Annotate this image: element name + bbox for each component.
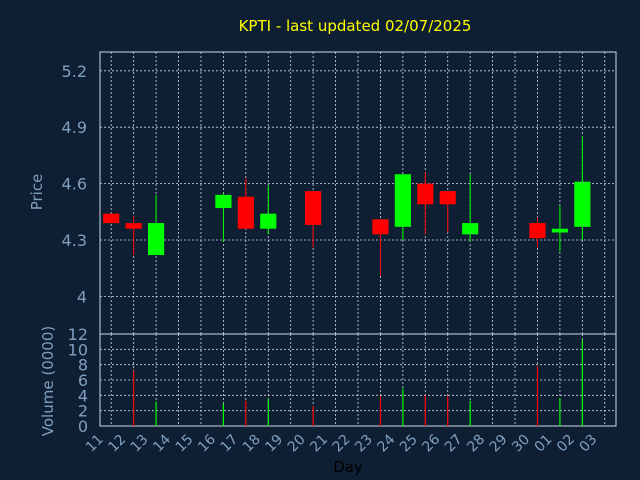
x-tick-label: 03 <box>576 432 600 456</box>
price-tick-label: 4.9 <box>62 118 87 137</box>
candle-body <box>237 196 254 229</box>
candle-body <box>551 228 568 233</box>
volume-tick-label: 2 <box>78 402 88 421</box>
price-tick-label: 5.2 <box>62 62 87 81</box>
price-tick-label: 4.3 <box>62 231 87 250</box>
x-tick-label: 26 <box>419 431 443 455</box>
x-tick-label: 21 <box>307 432 331 456</box>
x-tick-label: 19 <box>262 432 286 456</box>
candle-body <box>215 194 232 209</box>
volume-tick-label: 8 <box>78 356 88 375</box>
x-axis-label: Day <box>333 458 363 476</box>
candle-body <box>103 213 120 224</box>
x-tick-label: 01 <box>532 432 556 456</box>
x-tick-label: 27 <box>442 432 466 456</box>
candle-body <box>574 181 591 227</box>
x-tick-label: 12 <box>105 432 129 456</box>
x-tick-label: 20 <box>285 432 309 456</box>
volume-bars <box>133 340 583 426</box>
price-tick-label: 4 <box>77 287 87 306</box>
chart-title: KPTI - last updated 02/07/2025 <box>239 17 472 35</box>
x-tick-label: 25 <box>397 432 421 456</box>
x-ticks: 1112131415161718192021222324252627282930… <box>83 431 600 455</box>
x-tick-label: 16 <box>195 431 219 455</box>
x-tick-label: 15 <box>173 432 197 456</box>
price-tick-label: 4.6 <box>62 175 87 194</box>
x-tick-label: 24 <box>375 431 399 455</box>
x-tick-label: 14 <box>150 431 174 455</box>
x-tick-label: 23 <box>352 432 376 456</box>
candle-body <box>462 223 479 235</box>
candle-body <box>148 223 165 256</box>
candle-body <box>394 174 411 227</box>
volume-tick-label: 12 <box>68 325 88 344</box>
candle-body <box>305 191 322 225</box>
volume-tick-label: 4 <box>78 386 88 405</box>
x-tick-label: 22 <box>330 432 354 456</box>
volume-tick-label: 10 <box>68 340 88 359</box>
x-tick-label: 28 <box>464 432 488 456</box>
x-tick-label: 13 <box>128 432 152 456</box>
candlesticks <box>103 136 591 276</box>
candle-body <box>439 191 456 205</box>
volume-axis-label: Volume (0000) <box>39 326 57 436</box>
volume-tick-label: 0 <box>78 417 88 436</box>
candle-body <box>372 219 389 235</box>
candle-body <box>529 223 546 239</box>
x-tick-label: 30 <box>509 432 533 456</box>
candle-body <box>260 213 277 229</box>
candle-body <box>417 183 434 205</box>
price-axis-label: Price <box>28 174 46 211</box>
x-tick-label: 02 <box>554 432 578 456</box>
x-tick-label: 29 <box>487 432 511 456</box>
x-tick-label: 18 <box>240 432 264 456</box>
price-y-ticks: 4 4.3 4.6 4.9 5.2 <box>62 62 87 307</box>
candle-body <box>125 223 142 229</box>
volume-tick-label: 6 <box>78 371 88 390</box>
x-tick-label: 17 <box>218 432 242 456</box>
